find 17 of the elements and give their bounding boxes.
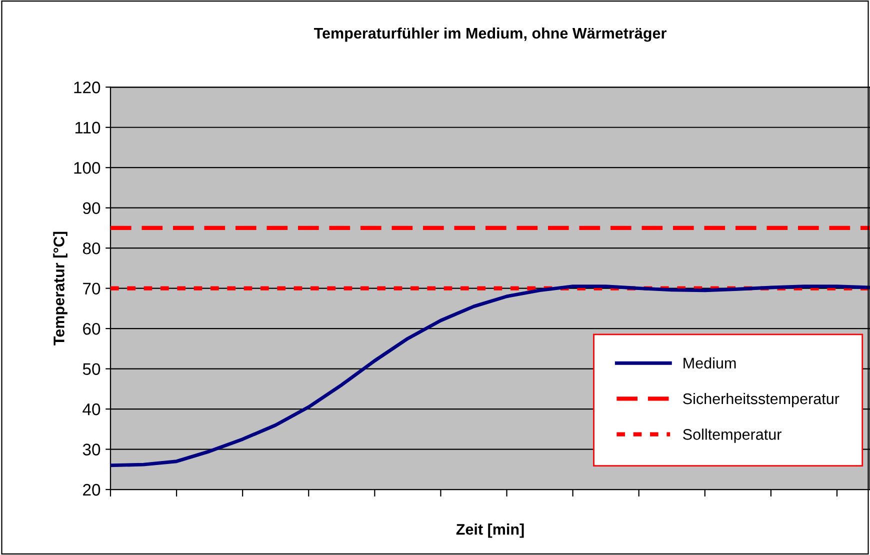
y-tick-label: 70	[83, 282, 100, 295]
y-tick-label: 40	[82, 403, 100, 416]
legend-label: Sicherheitsstemperatur	[683, 392, 840, 408]
x-axis-title: Zeit [min]	[456, 524, 524, 538]
y-tick-label: 20	[83, 484, 100, 496]
y-tick-label: 80	[82, 242, 100, 254]
legend-label: Medium	[684, 357, 736, 369]
legend-label: Solltemperatur	[683, 428, 782, 443]
y-tick-label: 90	[83, 202, 100, 214]
y-tick-label: 60	[83, 322, 100, 335]
y-tick-label: 120	[74, 82, 100, 94]
y-tick-label: 50	[82, 363, 100, 375]
chart-title: Temperaturfühler im Medium, ohne Wärmeträger	[314, 27, 666, 42]
y-tick-label: 110	[75, 122, 100, 134]
y-tick-label: 30	[82, 444, 100, 456]
y-axis-title: Temperatur [°C]	[53, 232, 68, 346]
y-tick-label: 100	[74, 162, 100, 174]
